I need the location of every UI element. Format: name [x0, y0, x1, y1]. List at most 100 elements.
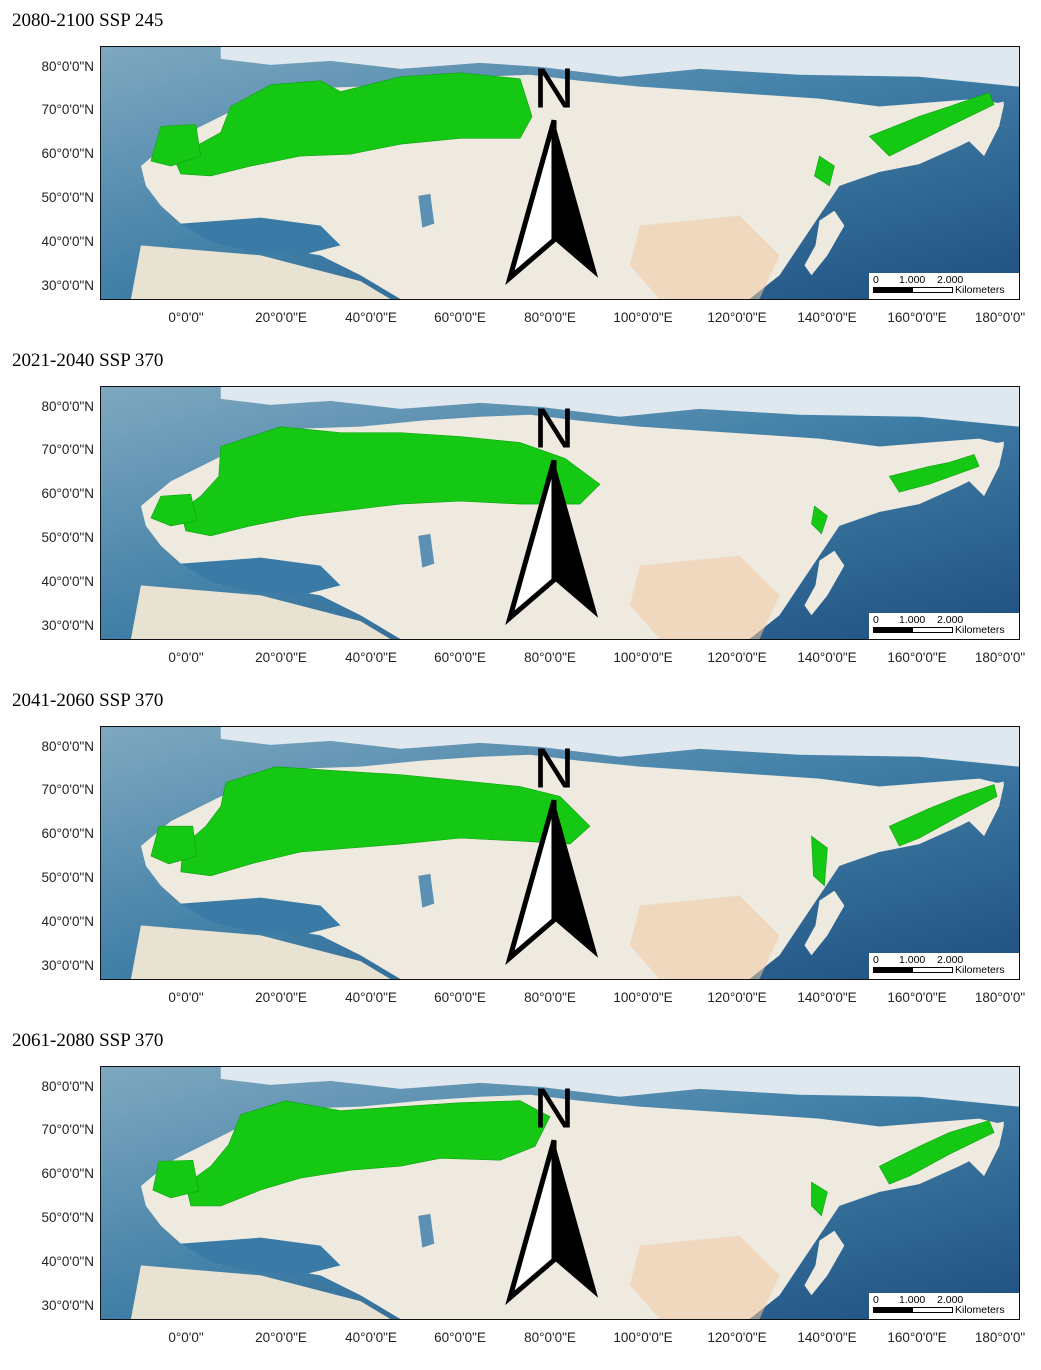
latitude-label: 60°0'0"N: [41, 1166, 94, 1181]
longitude-label: 180°0'0": [974, 1330, 1026, 1345]
latitude-label: 50°0'0"N: [41, 870, 94, 885]
japan: [804, 1230, 845, 1296]
longitude-label: 20°0'0"E: [255, 1330, 307, 1345]
longitude-label: 120°0'0"E: [707, 650, 767, 665]
caspian-sea: [418, 1213, 435, 1248]
longitude-label: 20°0'0"E: [255, 650, 307, 665]
longitude-label: 160°0'0"E: [887, 650, 947, 665]
scale-tick-label: 1.000: [899, 614, 926, 626]
latitude-label: 70°0'0"N: [41, 782, 94, 797]
longitude-label: 180°0'0": [974, 310, 1026, 325]
scale-bar-graphic: [873, 627, 953, 633]
japan: [804, 890, 845, 956]
longitude-label: 160°0'0"E: [887, 1330, 947, 1345]
caspian-sea: [418, 533, 435, 568]
suitable-area-polygon: [811, 1181, 828, 1217]
latitude-label: 60°0'0"N: [41, 826, 94, 841]
scale-tick-label: 2.000: [937, 954, 964, 966]
urban-china: [629, 895, 780, 979]
latitude-label: 40°0'0"N: [41, 234, 94, 249]
caspian-sea: [418, 873, 435, 908]
longitude-label: 80°0'0"E: [524, 1330, 576, 1345]
longitude-label: 40°0'0"E: [345, 990, 397, 1005]
latitude-label: 70°0'0"N: [41, 1122, 94, 1137]
scale-bar-graphic: [873, 967, 953, 973]
japan: [804, 210, 845, 276]
latitude-label: 50°0'0"N: [41, 1210, 94, 1225]
mediterranean-sea: [180, 217, 341, 256]
longitude-label: 140°0'0"E: [797, 990, 857, 1005]
north-arrow-icon: N: [505, 738, 599, 966]
africa: [130, 245, 391, 299]
longitude-label: 60°0'0"E: [434, 650, 486, 665]
longitude-label: 0°0'0": [168, 650, 204, 665]
longitude-label: 40°0'0"E: [345, 650, 397, 665]
scale-bar: 0 1.000 2.000 Kilometers: [869, 953, 1019, 979]
latitude-label: 80°0'0"N: [41, 399, 94, 414]
map-panel: 2021-2040 SSP 370 N 0: [0, 350, 1041, 690]
map-panel: 2041-2060 SSP 370 N 0: [0, 690, 1041, 1030]
latitude-label: 30°0'0"N: [41, 278, 94, 293]
latitude-label: 70°0'0"N: [41, 102, 94, 117]
latitude-label: 30°0'0"N: [41, 1298, 94, 1313]
longitude-label: 100°0'0"E: [613, 650, 673, 665]
longitude-label: 0°0'0": [168, 310, 204, 325]
latitude-label: 40°0'0"N: [41, 1254, 94, 1269]
map-frame: N 0 1.000 2.000 Kilometers: [100, 1066, 1020, 1320]
latitude-label: 40°0'0"N: [41, 574, 94, 589]
africa: [130, 1265, 391, 1319]
scale-bar: 0 1.000 2.000 Kilometers: [869, 273, 1019, 299]
north-label: N: [534, 58, 575, 121]
map-panel: 2061-2080 SSP 370 N 0: [0, 1030, 1041, 1370]
latitude-label: 60°0'0"N: [41, 486, 94, 501]
longitude-label: 40°0'0"E: [345, 1330, 397, 1345]
latitude-label: 80°0'0"N: [41, 1079, 94, 1094]
longitude-label: 80°0'0"E: [524, 310, 576, 325]
africa: [130, 925, 391, 979]
arctic-ice: [220, 387, 1019, 427]
suitable-area-polygon: [150, 493, 198, 527]
map-frame: N 0 1.000 2.000 Kilometers: [100, 726, 1020, 980]
mediterranean-sea: [180, 897, 341, 936]
suitable-area-polygon: [150, 825, 198, 865]
scale-tick-label: 0: [873, 614, 879, 626]
urban-china: [629, 1235, 780, 1319]
panel-title: 2021-2040 SSP 370: [12, 350, 164, 371]
north-arrow-icon: N: [505, 1078, 599, 1306]
africa: [130, 585, 391, 639]
longitude-label: 140°0'0"E: [797, 1330, 857, 1345]
arctic-ice: [220, 1067, 1019, 1107]
longitude-label: 0°0'0": [168, 990, 204, 1005]
longitude-label: 140°0'0"E: [797, 310, 857, 325]
urban-china: [629, 555, 780, 639]
north-arrow-icon: N: [505, 398, 599, 626]
scale-tick-label: 0: [873, 274, 879, 286]
longitude-label: 180°0'0": [974, 650, 1026, 665]
kamchatka: [969, 441, 1005, 497]
suitable-area-polygon: [152, 1159, 200, 1199]
suitable-area-polygon: [888, 454, 980, 493]
scale-bar-graphic: [873, 1307, 953, 1313]
suitable-area-polygon: [888, 784, 998, 847]
longitude-label: 100°0'0"E: [613, 990, 673, 1005]
longitude-label: 60°0'0"E: [434, 1330, 486, 1345]
panel-title: 2041-2060 SSP 370: [12, 690, 164, 711]
scale-tick-label: 2.000: [937, 1294, 964, 1306]
latitude-label: 80°0'0"N: [41, 739, 94, 754]
scale-tick-label: 1.000: [899, 1294, 926, 1306]
latitude-label: 50°0'0"N: [41, 190, 94, 205]
mediterranean-sea: [180, 1237, 341, 1276]
latitude-label: 60°0'0"N: [41, 146, 94, 161]
suitable-area-polygon: [878, 1120, 995, 1185]
latitude-label: 30°0'0"N: [41, 958, 94, 973]
scale-tick-label: 0: [873, 1294, 879, 1306]
scale-tick-label: 2.000: [937, 274, 964, 286]
arctic-ice: [220, 47, 1019, 87]
map-frame: N 0 1.000 2.000 Kilometers: [100, 386, 1020, 640]
suitable-area-polygon: [811, 835, 828, 887]
longitude-label: 20°0'0"E: [255, 990, 307, 1005]
urban-china: [629, 215, 780, 299]
map-frame: N 0 1.000 2.000 Kilometers: [100, 46, 1020, 300]
north-label: N: [534, 1078, 575, 1141]
scale-unit: Kilometers: [955, 624, 1005, 636]
